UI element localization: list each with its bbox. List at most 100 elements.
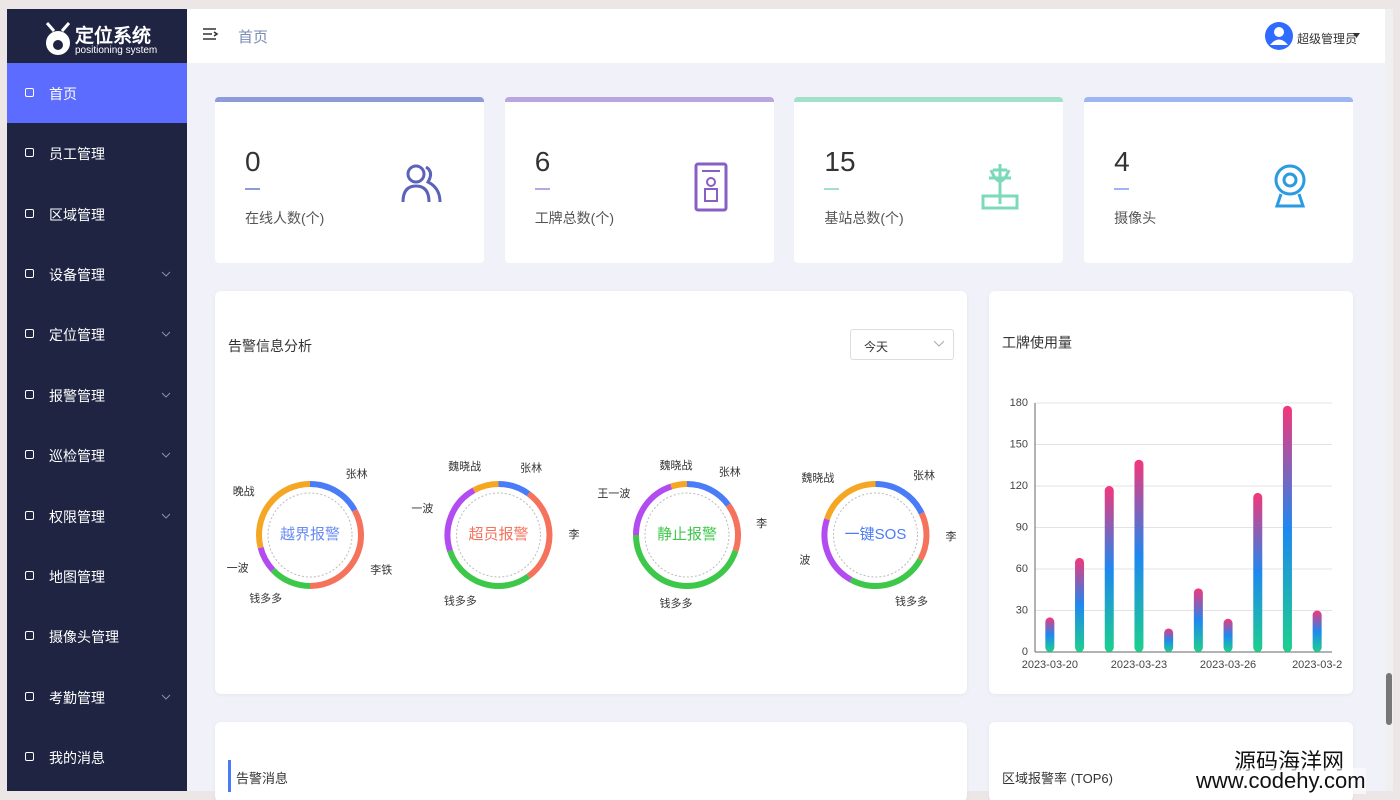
- segment-label: 一波: [227, 562, 249, 575]
- segment-label: 李: [569, 527, 580, 541]
- x-tick-label: 2023-03-26: [1200, 659, 1256, 671]
- menu-label[interactable]: 定位管理: [49, 327, 105, 344]
- menu-item[interactable]: 报警管理: [7, 365, 187, 425]
- menu-label[interactable]: 巡检管理: [49, 448, 105, 465]
- menu-label[interactable]: 我的消息: [49, 749, 105, 766]
- submenu-arrow[interactable]: [161, 452, 171, 458]
- stat-card: 15 基站总数(个): [794, 97, 1064, 263]
- donut-segment: [444, 487, 476, 552]
- inner-ring: [644, 492, 730, 578]
- scroll-thumb[interactable]: [1386, 673, 1392, 725]
- menu-label[interactable]: 首页: [49, 86, 77, 102]
- segment-label: 钱多多: [895, 594, 928, 608]
- menu-label[interactable]: 地图管理: [49, 568, 105, 585]
- segment-label: 魏晓战: [801, 470, 834, 484]
- segment-label: 魏晓战: [448, 459, 481, 473]
- menu-item[interactable]: 巡检管理: [7, 425, 187, 485]
- segment-label: 张林: [719, 465, 741, 479]
- chart-title: 工牌使用量: [1002, 335, 1072, 351]
- menu-icon[interactable]: [25, 751, 34, 761]
- submenu-arrow[interactable]: [161, 392, 171, 398]
- brand-subtitle: positioning system: [75, 45, 158, 56]
- stat-icon: [401, 164, 442, 203]
- menu-icon[interactable]: [25, 450, 34, 460]
- segment-label: 魏晓战: [660, 458, 693, 472]
- menu-label[interactable]: 员工管理: [49, 146, 105, 163]
- bar: [1104, 486, 1114, 652]
- menu-label[interactable]: 设备管理: [49, 267, 105, 284]
- menu-icon[interactable]: [25, 510, 34, 520]
- donut-title: 一键SOS: [845, 526, 907, 543]
- menu-icon[interactable]: [25, 148, 34, 158]
- submenu-arrow[interactable]: [161, 331, 171, 338]
- bar: [1045, 617, 1055, 652]
- menu-item[interactable]: 权限管理: [7, 486, 187, 546]
- user-name[interactable]: 超级管理员: [1297, 32, 1358, 46]
- segment-label: 张林: [520, 460, 542, 474]
- menu-item[interactable]: 地图管理: [7, 546, 187, 606]
- menu-item[interactable]: 摄像头管理: [7, 606, 187, 666]
- menu-toggle[interactable]: [203, 28, 219, 42]
- menu-icon[interactable]: [25, 570, 34, 580]
- menu-icon[interactable]: [25, 208, 34, 218]
- segment-label: 钱多多: [660, 596, 693, 610]
- menu-item[interactable]: 区域管理: [7, 184, 187, 244]
- segment-label: 张林: [346, 467, 368, 481]
- scrollbar: [1385, 9, 1393, 791]
- menu-item[interactable]: 设备管理: [7, 244, 187, 304]
- y-tick-label: 60: [1016, 563, 1028, 575]
- donut-segment: [309, 481, 358, 512]
- menu-item[interactable]: 我的消息: [7, 727, 187, 787]
- filter-caret[interactable]: [934, 341, 944, 348]
- donut-segment: [256, 481, 311, 549]
- user-caret[interactable]: [1353, 33, 1361, 39]
- stat-icon: [694, 162, 728, 212]
- menu-item[interactable]: 员工管理: [7, 123, 187, 183]
- donut-segment: [917, 512, 930, 562]
- messages-card: 告警消息: [215, 722, 967, 800]
- y-tick-label: 150: [1010, 438, 1028, 450]
- menu-icon[interactable]: [25, 389, 34, 399]
- menu-icon[interactable]: [25, 269, 34, 279]
- donut-segment: [686, 481, 731, 507]
- bar: [1253, 492, 1263, 652]
- submenu-arrow[interactable]: [161, 694, 171, 700]
- stat-card: 6 工牌总数(个): [504, 97, 774, 263]
- donut-segment: [875, 481, 925, 515]
- menu-icon[interactable]: [25, 329, 34, 339]
- menu-icon[interactable]: [25, 631, 34, 641]
- submenu-arrow[interactable]: [161, 271, 171, 277]
- alarm-title: 告警信息分析: [228, 338, 312, 354]
- menu-label[interactable]: 区域管理: [49, 206, 105, 223]
- bar: [1223, 618, 1233, 652]
- donut-segment: [633, 534, 739, 589]
- menu-item[interactable]: 考勤管理: [7, 667, 187, 727]
- segment-label: 张林: [913, 468, 935, 482]
- donut-segment: [824, 481, 876, 521]
- filter-value[interactable]: 今天: [864, 340, 889, 354]
- title-accent: [228, 760, 231, 792]
- menu-item[interactable]: 定位管理: [7, 304, 187, 364]
- segment-label: 李: [945, 529, 956, 543]
- inner-ring: [456, 492, 541, 578]
- menu-label[interactable]: 摄像头管理: [49, 629, 119, 646]
- avatar[interactable]: [1265, 20, 1293, 52]
- segment-label: 王一波: [597, 487, 630, 500]
- menu-label[interactable]: 权限管理: [49, 508, 105, 525]
- filter-select[interactable]: 今天: [850, 329, 954, 360]
- submenu-arrow[interactable]: [161, 513, 171, 519]
- donut-segment: [633, 483, 673, 536]
- menu-icon[interactable]: [25, 88, 34, 97]
- brand-title: 定位系统: [75, 26, 152, 47]
- menu-item[interactable]: 首页: [7, 63, 187, 123]
- donut-title: 超员报警: [468, 526, 528, 543]
- donut-segment: [725, 503, 741, 552]
- menu-icon[interactable]: [25, 691, 34, 701]
- menu-label[interactable]: 考勤管理: [49, 689, 105, 706]
- segment-label: 李: [756, 516, 767, 530]
- bar: [1312, 610, 1322, 652]
- bar: [1282, 405, 1292, 652]
- menu-label[interactable]: 报警管理: [49, 387, 105, 404]
- breadcrumb[interactable]: 首页: [238, 29, 269, 46]
